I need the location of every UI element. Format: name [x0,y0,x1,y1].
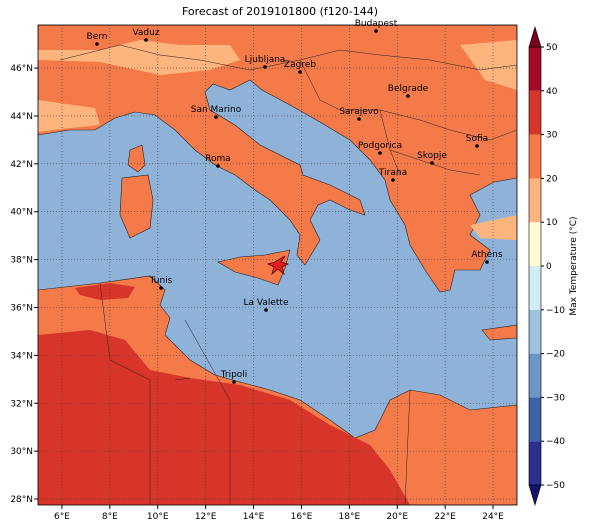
colorbar-tick-label: −50 [546,481,565,491]
map-title: Forecast of 2019101800 (f120-144) [182,5,378,18]
axes: 6°E 8°E 10°E 12°E 14°E 16°E 18°E 20°E 22°E 24°E 28… [10,25,517,522]
city-label: Sofia [466,134,488,144]
colorbar-band [529,309,541,354]
x-tick-label: 8°E [102,512,118,522]
city-dot [378,151,382,155]
colorbar-over [528,25,542,48]
y-tick-label: 36°N [10,303,33,313]
city-dot [406,94,410,98]
colorbar-band [529,441,541,485]
city-dot [159,286,163,290]
city-dot [374,29,378,33]
city-dot [430,161,434,165]
y-tick-label: 28°N [10,495,33,505]
city-dot [232,380,236,384]
city-label: Bern [87,32,108,42]
city-label: Athens [471,250,502,260]
city-dot [264,308,268,312]
colorbar-tick-label: −30 [546,393,565,403]
colorbar-band [529,90,541,135]
colorbar-tick-label: 50 [546,43,558,53]
colorbar-tick-label: 40 [546,87,558,97]
city-label: La Valette [244,298,289,308]
x-tick-label: 14°E [243,512,265,522]
city-label: Tunis [149,276,173,286]
y-tick-label: 40°N [10,208,33,218]
x-tick-label: 22°E [434,512,456,522]
city-label: Ljubljana [245,55,286,65]
city-dot [216,164,220,168]
border [59,44,517,176]
colorbar-under [528,484,542,507]
city-dot [95,42,99,46]
city-dot [357,117,361,121]
city-label: Zagreb [284,60,316,70]
colorbar-tick-label: 20 [546,174,558,184]
colorbar-tick-label: 0 [546,262,552,272]
city-dot [475,144,479,148]
x-tick-label: 18°E [339,512,361,522]
border [99,282,411,505]
city-dot [144,38,148,42]
alps-light [38,40,240,75]
colorbar-band [529,47,541,91]
city-dot [214,115,218,119]
x-tick-label: 20°E [386,512,408,522]
map-frame [37,24,518,506]
y-tick-label: 46°N [10,64,33,74]
city-dot [485,260,489,264]
star-marker [266,255,290,276]
city-label: Budapest [355,19,398,29]
hot-area [38,330,410,505]
city-label: Tirana [378,168,407,178]
x-tick-label: 16°E [291,512,313,522]
colorbar-band [529,353,541,398]
city-label: Tripoli [220,370,248,380]
colorbar-band [529,178,541,223]
hot-patch [75,283,135,300]
y-tick-label: 42°N [10,160,33,170]
city-label: Podgorica [358,141,402,151]
city-label: San Marino [191,105,242,115]
east-light [460,40,517,240]
sardinia [119,174,154,239]
city-label: Vaduz [132,28,159,38]
colorbar-band [529,134,541,179]
city-label: Skopje [417,151,447,161]
y-tick-label: 30°N [10,447,33,457]
city-label: Sarajevo [339,107,379,117]
colorbar-label: Max Temperature (°C) [569,216,579,315]
colorbar-tick-label: 30 [546,131,558,141]
city-label: Roma [205,154,231,164]
colorbar-tick-label: −20 [546,350,565,360]
x-tick-label: 24°E [482,512,504,522]
y-tick-label: 34°N [10,351,33,361]
colorbar-tick-label: 10 [546,218,558,228]
y-tick-label: 44°N [10,112,33,122]
colorbar-tick-label: −10 [546,306,565,316]
crete [481,324,517,341]
y-tick-label: 32°N [10,399,33,409]
corsica [127,144,146,173]
city-dot [391,178,395,182]
colorbar-tick-label: −40 [546,437,565,447]
colorbar-band [529,222,541,266]
x-tick-label: 10°E [147,512,169,522]
y-tick-label: 38°N [10,256,33,266]
city-dot [263,65,267,69]
x-tick-label: 6°E [54,512,70,522]
colorbar-band [529,397,541,442]
city-dot [298,70,302,74]
x-tick-label: 12°E [195,512,217,522]
sicily [217,249,291,286]
colorbar-band [529,266,541,310]
city-label: Belgrade [388,84,429,94]
